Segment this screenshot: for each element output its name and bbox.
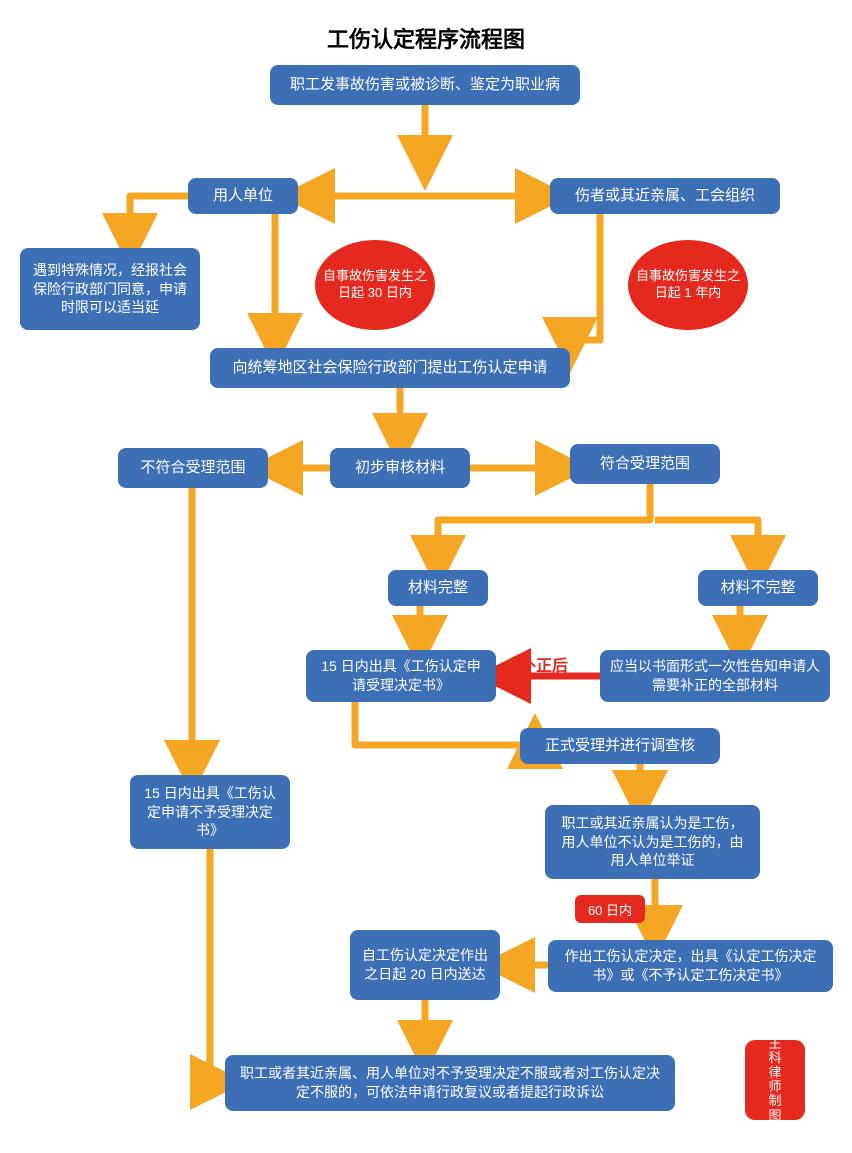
annotation-1year: 自事故伤害发生之日起 1 年内 xyxy=(628,240,748,330)
node-accept-scope: 符合受理范围 xyxy=(570,444,720,484)
node-issue15: 15 日内出具《工伤认定申请受理决定书》 xyxy=(306,650,496,702)
page-title: 工伤认定程序流程图 xyxy=(0,22,852,54)
annotation-30days: 自事故伤害发生之日起 30 日内 xyxy=(315,240,435,330)
node-burden: 职工或其近亲属认为是工伤，用人单位不认为是工伤的，由用人单位举证 xyxy=(545,805,760,879)
node-inform: 应当以书面形式一次性告知申请人需要补正的全部材料 xyxy=(600,650,830,702)
node-injured: 伤者或其近亲属、工会组织 xyxy=(550,178,780,214)
node-complete: 材料完整 xyxy=(388,570,488,606)
annotation-60days: 60 日内 xyxy=(575,895,645,923)
node-start: 职工发事故伤害或被诊断、鉴定为职业病 xyxy=(270,65,580,105)
label-correct: 补正后 xyxy=(520,652,568,676)
node-apply: 向统筹地区社会保险行政部门提出工伤认定申请 xyxy=(210,348,570,388)
node-reject-scope: 不符合受理范围 xyxy=(118,448,268,488)
node-deliver: 自工伤认定决定作出之日起 20 日内送达 xyxy=(350,930,500,1000)
node-investigate: 正式受理并进行调查核 xyxy=(520,728,720,764)
node-review: 初步审核材料 xyxy=(330,448,470,488)
node-special: 遇到特殊情况，经报社会保险行政部门同意，申请时限可以适当延 xyxy=(20,248,200,330)
node-final: 职工或者其近亲属、用人单位对不予受理决定不服或者对工伤认定决定不服的，可依法申请… xyxy=(225,1055,675,1111)
node-incomplete: 材料不完整 xyxy=(698,570,818,606)
credit-badge: 王科律师制图 xyxy=(745,1040,805,1120)
node-employer: 用人单位 xyxy=(188,178,298,214)
node-decision: 作出工伤认定决定，出具《认定工伤决定书》或《不予认定工伤决定书》 xyxy=(548,940,833,992)
node-reject15: 15 日内出具《工伤认定申请不予受理决定书》 xyxy=(130,775,290,849)
